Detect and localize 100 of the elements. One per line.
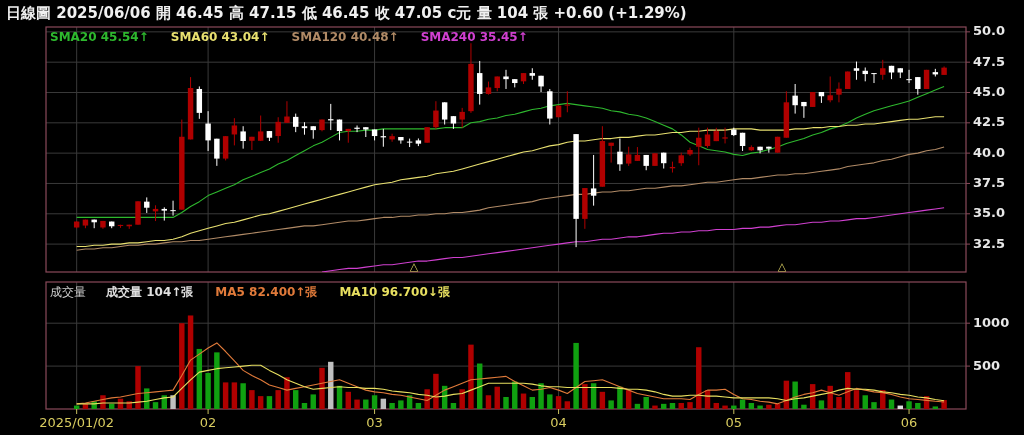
text: SMA60 43.04↑	[170, 30, 270, 44]
annotation: △	[777, 260, 787, 273]
bar	[757, 405, 763, 409]
x-tick-label: 05	[725, 415, 743, 430]
y-tick-label: 1000	[973, 314, 1010, 330]
candlestick	[441, 101, 448, 126]
candlestick	[293, 113, 299, 133]
candlestick	[433, 100, 439, 130]
bar	[503, 396, 509, 409]
bar	[222, 382, 229, 409]
candlestick	[170, 200, 176, 217]
candlestick	[503, 69, 509, 90]
candlestick	[696, 127, 702, 166]
text: SMA240 35.45↑	[420, 30, 528, 44]
bar	[827, 385, 833, 409]
bar	[179, 323, 185, 409]
candlestick	[906, 69, 912, 84]
candlestick	[301, 121, 308, 136]
y-tick-label: 50.0	[973, 23, 1006, 39]
candlestick	[257, 115, 264, 142]
bar	[792, 381, 798, 409]
bar	[748, 402, 755, 409]
bar	[249, 390, 255, 409]
bar	[643, 396, 649, 409]
candlestick	[222, 135, 229, 161]
bar	[687, 402, 693, 409]
series-label: 成交量 104↑張	[105, 285, 195, 299]
bar	[853, 390, 860, 409]
x-tick-label: 2025/01/02	[39, 415, 115, 430]
bar	[547, 394, 553, 409]
candlestick	[617, 137, 623, 172]
bar	[170, 395, 176, 409]
candlestick	[801, 101, 807, 119]
y-tick-label: 37.5	[973, 174, 1006, 190]
candlestick	[880, 59, 886, 81]
candlestick	[196, 85, 203, 120]
bar	[363, 399, 369, 409]
bar	[494, 386, 500, 409]
candlestick	[284, 100, 290, 124]
bar	[564, 401, 571, 409]
line-series	[76, 364, 945, 405]
candlestick	[792, 83, 798, 115]
bar	[240, 383, 246, 409]
chart-title: 成交量	[50, 285, 86, 299]
x-tick-label: 02	[199, 415, 217, 430]
bar	[678, 402, 684, 409]
candlestick	[564, 90, 571, 113]
text: MA10 96.700↓張	[339, 285, 451, 299]
bar	[731, 405, 737, 409]
bar	[599, 391, 606, 409]
bar	[319, 367, 325, 409]
bar	[301, 402, 308, 409]
y-tick-label: 40.0	[973, 144, 1006, 160]
candlestick	[275, 116, 281, 144]
y-tick-label: 500	[973, 357, 1001, 373]
line-series	[321, 207, 945, 272]
candlestick	[205, 110, 211, 152]
candlestick	[766, 146, 772, 154]
y-tick-label: 45.0	[973, 84, 1006, 99]
candlestick	[459, 107, 465, 129]
y-tick-label: 42.5	[973, 114, 1006, 130]
bar	[722, 405, 728, 409]
candlestick	[161, 206, 167, 222]
candlestick	[827, 75, 833, 103]
candlestick	[389, 133, 395, 143]
bar	[205, 372, 211, 409]
chart-title: 日線圖 2025/06/06 開 46.45 高 47.15 低 46.45 收 47.05 c元 量 104 張 +0.60 (+1.29%)	[6, 4, 687, 22]
bar	[293, 390, 299, 409]
bar	[459, 389, 465, 409]
bar	[915, 402, 921, 409]
bar	[152, 402, 159, 409]
bar	[871, 402, 877, 409]
candlestick	[249, 136, 255, 151]
candlestick	[477, 60, 483, 106]
bar	[862, 395, 868, 409]
bar	[555, 396, 562, 409]
bar	[468, 344, 474, 409]
bar	[906, 401, 912, 409]
bar	[932, 406, 939, 409]
y-tick-label: 47.5	[973, 53, 1006, 69]
bar	[266, 396, 273, 409]
bar	[433, 373, 439, 409]
bar	[345, 391, 351, 409]
candlestick	[214, 138, 220, 167]
x-tick-label: 04	[550, 415, 567, 430]
y-tick-label: 32.5	[973, 235, 1006, 251]
candlestick	[625, 146, 632, 167]
candlestick	[240, 125, 246, 150]
candlestick	[398, 136, 404, 145]
bar	[582, 384, 588, 409]
bar	[415, 402, 422, 409]
x-tick-label: 06	[900, 415, 918, 430]
bar	[389, 402, 395, 409]
candlestick	[590, 154, 597, 207]
candlestick	[687, 147, 693, 157]
bar	[669, 402, 676, 409]
bar	[652, 405, 658, 409]
bar	[485, 395, 492, 409]
bar	[354, 399, 360, 409]
x-tick-label: 03	[366, 415, 383, 430]
